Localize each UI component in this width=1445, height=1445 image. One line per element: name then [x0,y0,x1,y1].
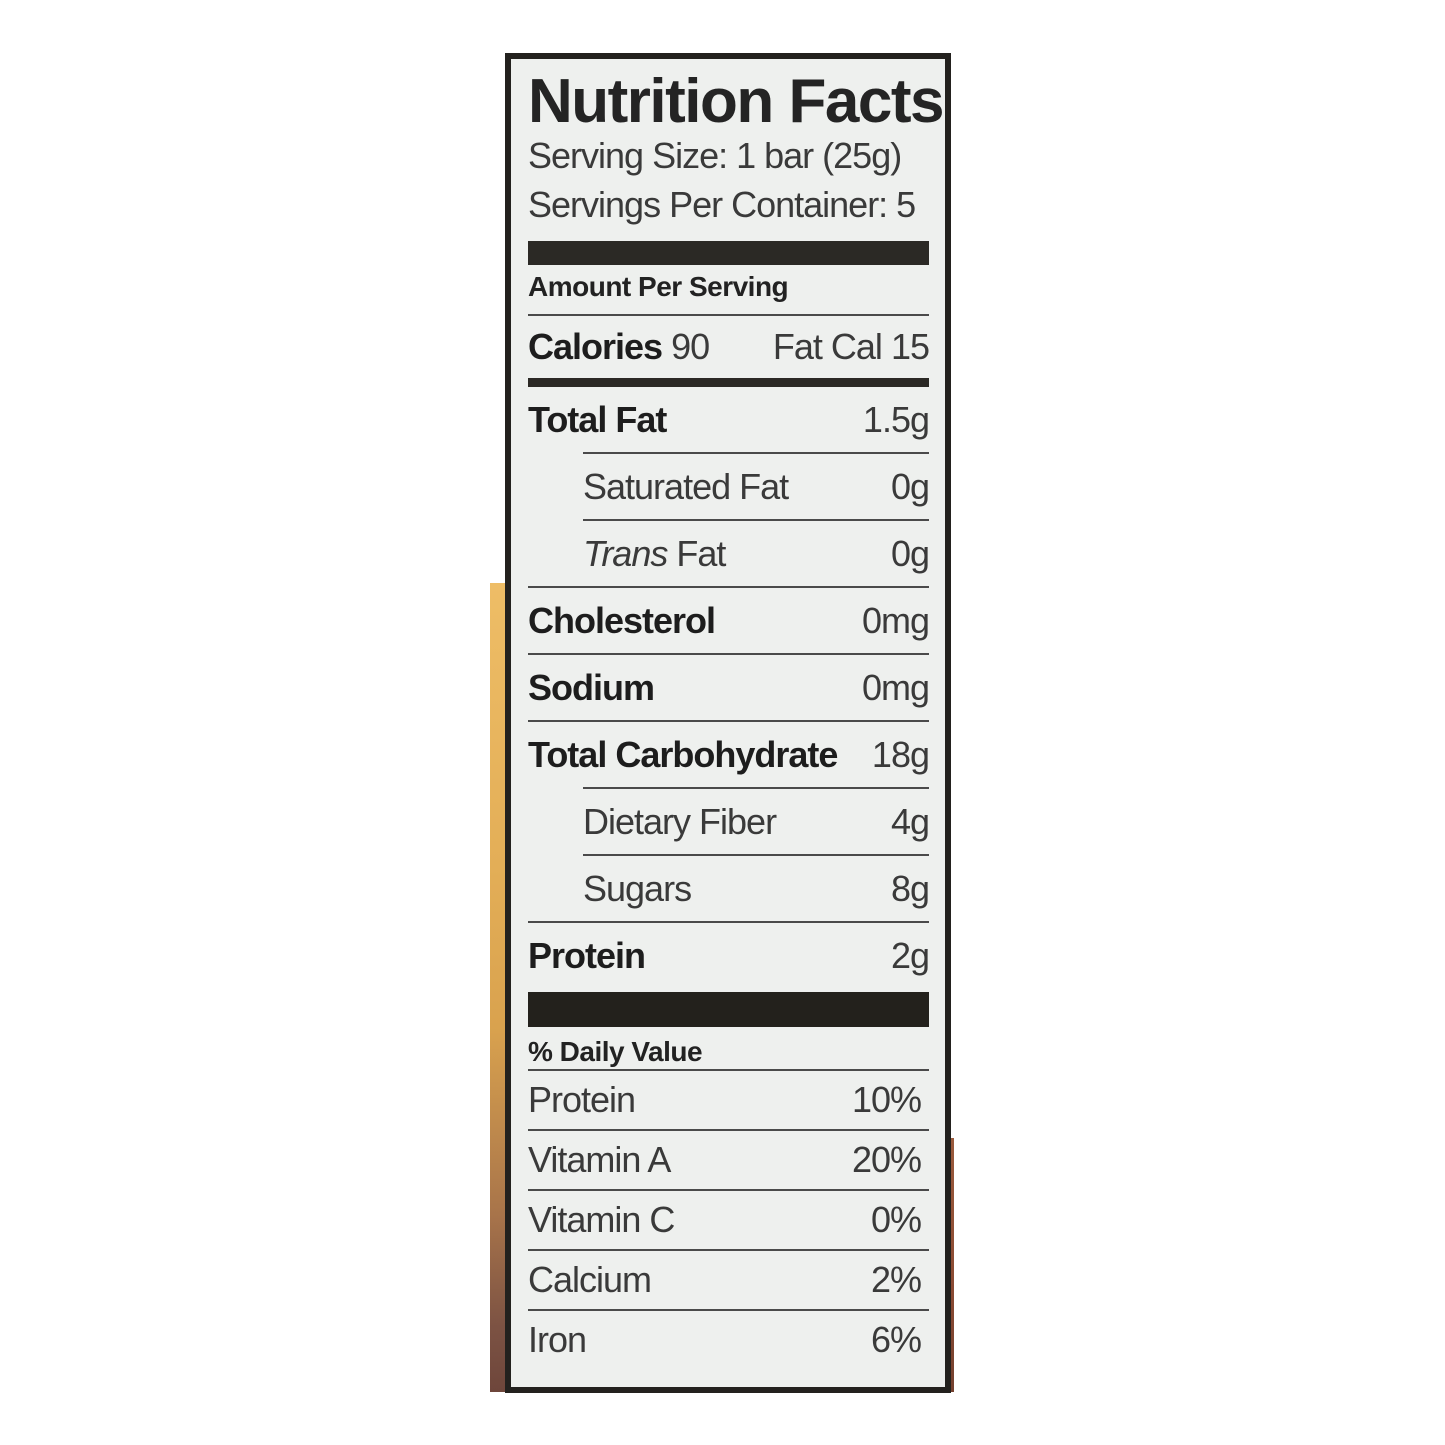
row-dietary-fiber: Dietary Fiber 4g [583,800,930,842]
protein-value: 2g [890,934,930,976]
divider-hairline [528,653,929,655]
divider-hairline [528,1249,929,1251]
trans-italic: Trans [583,532,668,574]
dietary-fiber-value: 4g [890,800,930,842]
nutrition-facts-panel: Nutrition Facts Serving Size: 1 bar (25g… [505,53,951,1393]
calcium-dv: 2% [870,1259,922,1300]
servings-per-container: Servings Per Container: 5 [528,184,916,225]
amount-per-serving-header: Amount Per Serving [528,271,789,302]
row-total-fat: Total Fat 1.5g [528,398,930,440]
trans-fat-value: 0g [890,532,930,574]
divider-hairline [528,1069,929,1071]
saturated-fat-value: 0g [890,465,930,507]
cholesterol-value: 0mg [861,599,930,641]
fat-cal-value: 15 [890,326,930,367]
dv-row-protein: Protein 10% [528,1071,929,1129]
sugars-value: 8g [890,867,930,909]
dv-row-vitamin-c: Vitamin C 0% [528,1191,929,1249]
calories-value: 90 [671,326,710,367]
divider-hairline [528,1189,929,1191]
divider-hairline [528,921,929,923]
package-edge-right [949,1138,954,1392]
serving-size: Serving Size: 1 bar (25g) [528,135,902,176]
row-protein: Protein 2g [528,934,930,976]
divider-bar-medium [528,378,929,387]
package-edge-left [490,583,505,1392]
divider-hairline [528,720,929,722]
divider-hairline [528,1129,929,1131]
row-sodium: Sodium 0mg [528,666,930,708]
row-cholesterol: Cholesterol 0mg [528,599,930,641]
divider-hairline [583,452,929,454]
total-fat-value: 1.5g [862,398,930,440]
dv-row-iron: Iron 6% [528,1311,929,1369]
divider-hairline [583,787,929,789]
divider-bar-thick [528,992,929,1027]
sodium-value: 0mg [861,666,930,708]
divider-hairline [528,586,929,588]
row-total-carbohydrate: Total Carbohydrate 18g [528,733,930,775]
divider-hairline [528,314,929,316]
dv-row-vitamin-a: Vitamin A 20% [528,1131,929,1189]
nutrition-facts-title: Nutrition Facts [528,67,944,136]
divider-hairline [528,1309,929,1311]
vitamin-a-dv: 20% [851,1139,922,1180]
calories-row: Calories 90 Fat Cal 15 [528,316,930,378]
row-saturated-fat: Saturated Fat 0g [583,465,930,507]
vitamin-c-dv: 0% [870,1199,922,1240]
iron-dv: 6% [870,1319,922,1360]
calories: Calories 90 [528,326,710,368]
fat-calories: Fat Cal 15 [772,326,930,368]
divider-bar-thick [528,241,929,265]
row-trans-fat: Trans Fat 0g [583,532,930,574]
calories-label: Calories [528,326,663,367]
total-carbohydrate-value: 18g [871,733,930,775]
protein-dv: 10% [851,1079,922,1120]
fat-cal-label: Fat Cal [772,326,883,367]
divider-hairline [583,854,929,856]
row-sugars: Sugars 8g [583,867,930,909]
divider-hairline [583,519,929,521]
dv-row-calcium: Calcium 2% [528,1251,929,1309]
daily-value-header: % Daily Value [528,1036,703,1067]
